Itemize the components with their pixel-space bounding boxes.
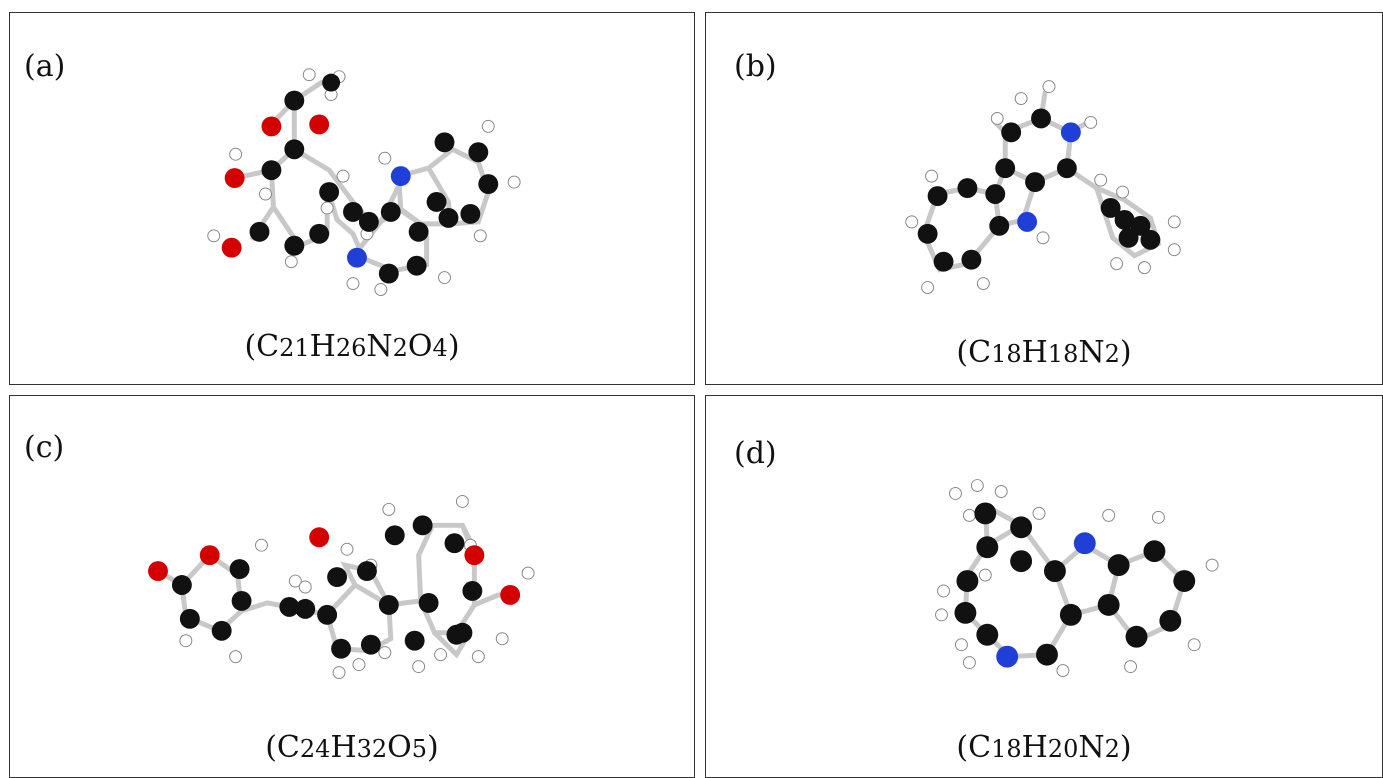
molecule-b [905,80,1181,294]
panel-label: (c) [24,430,65,465]
formula-text: O [407,329,433,364]
formula-text: ) [447,329,460,364]
panel-b: (b) (C18H18N2) [705,12,1383,385]
formula-subscript: 24 [299,735,331,763]
formula-text: (C [956,730,992,765]
formula-subscript: 26 [335,334,367,362]
panel-label: (a) [24,49,66,84]
formula-subscript: 20 [1047,735,1079,763]
panel-label: (b) [734,49,777,84]
formula-text: N [366,329,393,364]
molecular-formula: (C18H18N2) [706,335,1382,370]
molecule-c [148,494,535,680]
formula-text: N [1078,335,1105,370]
carbons [171,515,483,659]
nitrogens [996,532,1096,668]
molecular-formula: (C18H20N2) [706,730,1382,765]
formula-subscript: 5 [411,735,428,763]
carbons [249,73,499,284]
formula-subscript: 32 [356,735,388,763]
formula-subscript: 2 [392,334,408,362]
panel-d: (d) (C18H20N2) [705,395,1383,778]
bonds [232,80,491,274]
hydrogens [207,68,521,296]
formula-text: ) [1119,730,1132,765]
formula-text: H [1021,335,1048,370]
formula-text: (C [244,329,280,364]
formula-text: (C [265,730,300,765]
formula-subscript: 18 [991,735,1022,763]
formula-text: ) [1119,335,1132,370]
formula-subscript: 2 [1104,735,1120,763]
panel-label: (d) [734,436,777,471]
formula-text: ) [427,730,439,765]
molecular-formula: (C24H32O5) [10,730,694,765]
formula-subscript: 21 [279,334,310,362]
panel-c: (c) (C24H32O5) [9,395,695,778]
formula-text: H [330,730,357,765]
hydrogens [905,80,1181,294]
molecular-formula: (C21H26N2O4) [10,329,694,364]
carbons [954,502,1196,666]
formula-text: N [1078,730,1105,765]
formula-text: (C [956,335,992,370]
carbons [917,108,1161,272]
formula-text: H [309,329,336,364]
formula-subscript: 18 [991,340,1022,368]
nitrogens [347,166,411,268]
molecule-a [207,68,521,296]
formula-subscript: 18 [1047,340,1079,368]
molecule-d [935,479,1219,678]
nitrogens [1017,122,1081,232]
formula-text: H [1021,730,1048,765]
bonds [962,502,1188,660]
formula-subscript: 4 [432,334,448,362]
formula-text: O [387,730,412,765]
oxygens [221,114,330,258]
panel-a: (a) (C21H26N2O4) [9,12,695,385]
formula-subscript: 2 [1104,340,1120,368]
oxygens [148,527,521,605]
